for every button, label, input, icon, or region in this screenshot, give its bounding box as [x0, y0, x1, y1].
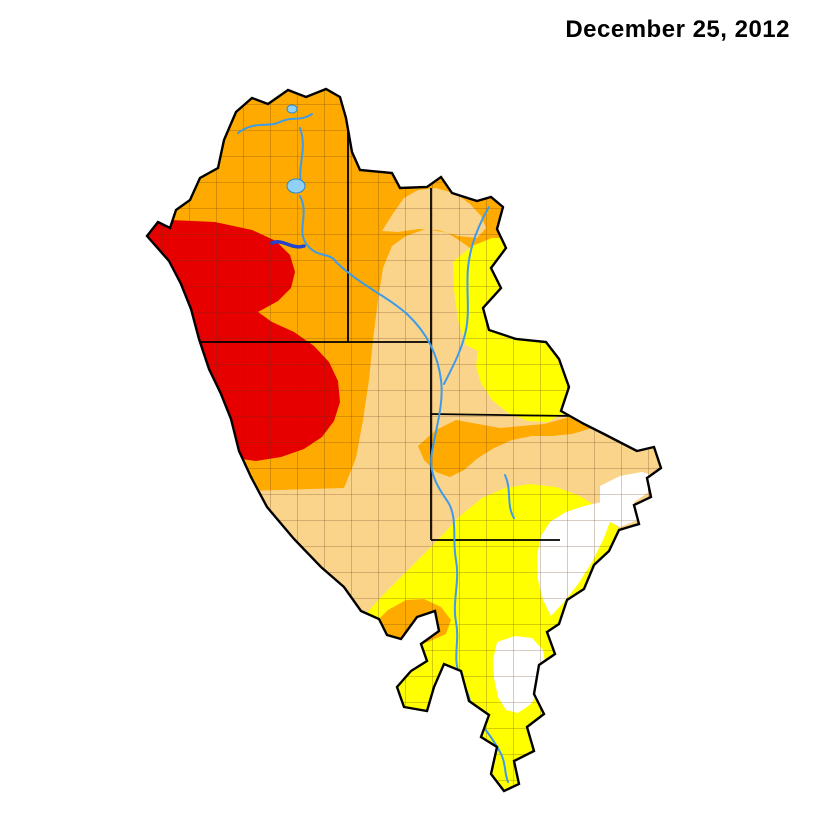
river-southeast [504, 474, 515, 519]
map-date-label: December 25, 2012 [565, 16, 790, 43]
river-east [443, 206, 490, 385]
reservoir-segment [270, 240, 306, 249]
river-north [237, 113, 313, 134]
lake-north [286, 104, 298, 114]
state-border-horizontal-east [430, 413, 573, 417]
basin-outline [145, 87, 663, 793]
river-main-stem [335, 261, 472, 709]
lake-center [286, 178, 306, 194]
